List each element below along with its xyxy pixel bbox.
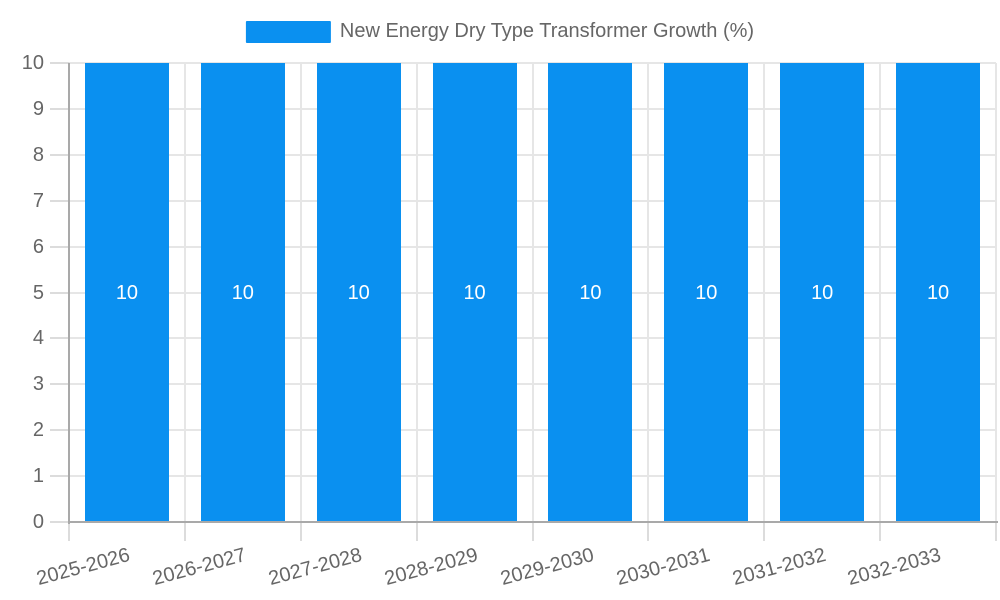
legend-item[interactable]: New Energy Dry Type Transformer Growth (…: [245, 20, 755, 43]
x-axis-tick: [763, 522, 766, 541]
x-axis-label-2026-2027: 2026-2027: [150, 544, 249, 591]
y-axis-tick: [50, 107, 69, 110]
bar-2030-2031[interactable]: [664, 63, 749, 522]
x-axis-tick: [647, 522, 650, 541]
x-gridline: [879, 63, 882, 522]
y-axis-tick: [50, 475, 69, 478]
bar-2028-2029[interactable]: [432, 63, 517, 522]
x-axis-tick: [299, 522, 302, 541]
bar-2026-2027[interactable]: [200, 63, 285, 522]
y-axis-tick-label: 3: [32, 373, 44, 396]
y-axis-tick: [50, 337, 69, 340]
y-axis-tick-label: 10: [21, 52, 44, 74]
y-axis-tick: [50, 153, 69, 156]
bar-data-label: 10: [347, 281, 370, 304]
bar-2027-2028[interactable]: [316, 63, 401, 522]
x-axis-tick: [531, 522, 534, 541]
x-axis-label-2029-2030: 2029-2030: [498, 544, 597, 591]
bar-data-label: 10: [579, 281, 602, 304]
x-gridline: [647, 63, 650, 522]
x-axis-tick: [415, 522, 418, 541]
bar-data-label: 10: [115, 281, 139, 304]
y-axis-tick: [50, 245, 69, 248]
x-gridline: [531, 63, 534, 522]
y-axis-tick-label: 1: [32, 465, 44, 488]
y-axis-tick: [50, 291, 69, 294]
x-axis-label-2030-2031: 2030-2031: [613, 544, 713, 591]
y-axis-tick-label: 6: [32, 235, 44, 258]
y-axis-tick-label: 5: [32, 281, 44, 304]
bar-2025-2026[interactable]: [84, 63, 169, 522]
y-axis-tick: [50, 521, 69, 523]
bar-data-label: 10: [811, 281, 834, 304]
x-axis-tick: [68, 522, 70, 541]
y-axis-tick: [50, 429, 69, 432]
y-axis-line: [68, 63, 70, 524]
x-axis-tick: [879, 522, 882, 541]
x-axis-label-2031-2032: 2031-2032: [729, 544, 828, 591]
y-axis-tick: [50, 62, 69, 64]
y-axis-tick: [50, 383, 69, 386]
y-axis-tick-label: 8: [32, 143, 44, 166]
legend-label: New Energy Dry Type Transformer Growth (…: [339, 20, 755, 42]
x-gridline: [995, 63, 997, 522]
x-gridline: [299, 63, 302, 522]
y-axis-tick-label: 7: [32, 189, 44, 212]
x-axis-label-2027-2028: 2027-2028: [266, 544, 365, 591]
bar-data-label: 10: [463, 281, 486, 304]
bar-data-label: 10: [695, 281, 718, 304]
bar-2031-2032[interactable]: [780, 63, 865, 522]
x-axis-line: [69, 521, 998, 523]
x-gridline: [183, 63, 186, 522]
y-axis-tick: [50, 199, 69, 202]
x-axis-label-2025-2026: 2025-2026: [34, 544, 133, 591]
x-axis-label-2028-2029: 2028-2029: [382, 544, 481, 591]
x-axis-label-2032-2033: 2032-2033: [845, 544, 944, 591]
bar-2029-2030[interactable]: [548, 63, 633, 522]
y-axis-tick-label: 0: [32, 511, 44, 533]
x-gridline: [763, 63, 766, 522]
x-gridline: [415, 63, 418, 522]
x-axis-tick: [995, 522, 997, 541]
bar-data-label: 10: [926, 281, 950, 304]
x-axis-tick: [183, 522, 186, 541]
y-axis-tick-label: 9: [32, 97, 44, 120]
bar-data-label: 10: [231, 281, 254, 304]
bar-2032-2033[interactable]: [896, 63, 981, 522]
legend-swatch: [245, 20, 331, 43]
y-axis-tick-label: 4: [32, 327, 44, 350]
y-axis-tick-label: 2: [32, 419, 44, 442]
